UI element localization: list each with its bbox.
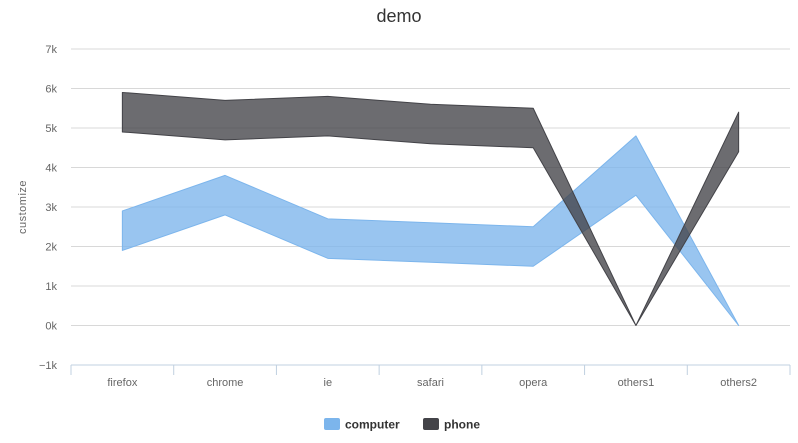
series-area-computer[interactable] (121, 135, 740, 326)
y-tick-label: 2k (45, 242, 57, 254)
x-tick-label: safari (417, 377, 444, 389)
y-tick-label: 7k (45, 44, 57, 56)
x-tick-label: others1 (618, 377, 655, 389)
legend-label-phone[interactable]: phone (444, 418, 480, 432)
legend-swatch-computer[interactable] (324, 418, 340, 430)
legend: computer phone (324, 418, 480, 432)
legend-label-computer[interactable]: computer (345, 418, 400, 432)
y-tick-label: −1k (39, 360, 58, 372)
chart-title: demo (376, 6, 421, 26)
y-tick-label: 3k (45, 202, 57, 214)
y-axis-ticks: −1k 0k 1k 2k 3k 4k 5k 6k 7k (39, 44, 58, 372)
y-tick-label: 0k (45, 321, 57, 333)
y-tick-label: 6k (45, 84, 57, 96)
y-tick-label: 5k (45, 123, 57, 135)
x-tick-label: others2 (720, 377, 757, 389)
series-area-phone[interactable] (121, 91, 740, 326)
y-tick-label: 4k (45, 163, 57, 175)
x-axis: firefox chrome ie safari opera others1 others2 (70, 364, 791, 389)
series-areas (121, 91, 740, 326)
y-tick-label: 1k (45, 281, 57, 293)
x-tick-label: firefox (107, 377, 137, 389)
legend-swatch-phone[interactable] (423, 418, 439, 430)
grid-lines (71, 48, 790, 326)
y-axis-label: customize (17, 180, 29, 234)
x-tick-label: opera (519, 377, 548, 389)
x-tick-label: ie (324, 377, 333, 389)
x-tick-label: chrome (207, 377, 244, 389)
